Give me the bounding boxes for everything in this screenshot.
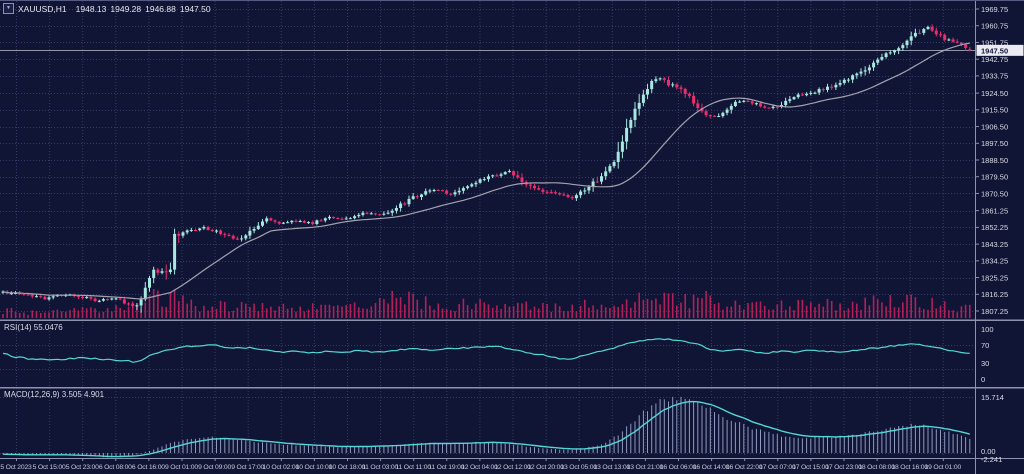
svg-text:1960.75: 1960.75 xyxy=(981,22,1008,31)
svg-text:12 Oct 20:00: 12 Oct 20:00 xyxy=(527,464,564,471)
svg-text:1879.50: 1879.50 xyxy=(981,173,1008,182)
svg-text:70: 70 xyxy=(981,341,989,350)
svg-text:1942.75: 1942.75 xyxy=(981,55,1008,64)
svg-text:1834.25: 1834.25 xyxy=(981,257,1008,266)
svg-text:13 Oct 21:00: 13 Oct 21:00 xyxy=(627,464,664,471)
volume-bars xyxy=(2,289,971,318)
symbol-timeframe: XAUUSD,H1 xyxy=(18,3,67,14)
bar-open: 1948.13 xyxy=(75,3,107,14)
svg-text:1915.50: 1915.50 xyxy=(981,106,1008,115)
svg-text:1825.25: 1825.25 xyxy=(981,273,1008,282)
svg-text:17 Oct 15:00: 17 Oct 15:00 xyxy=(792,464,829,471)
svg-text:1807.25: 1807.25 xyxy=(981,307,1008,316)
svg-text:1861.25: 1861.25 xyxy=(981,206,1008,215)
svg-text:1951.75: 1951.75 xyxy=(981,38,1008,47)
svg-text:1906.50: 1906.50 xyxy=(981,122,1008,131)
price-axis[interactable]: 1969.75 1960.75 1951.75 1942.75 1933.75 1924.… xyxy=(975,5,1024,464)
symbol-marker-icon[interactable]: ▼ xyxy=(3,3,14,14)
bar-high: 1949.28 xyxy=(110,3,142,14)
svg-text:18 Oct 16:00: 18 Oct 16:00 xyxy=(891,464,928,471)
svg-text:10 Oct 02:00: 10 Oct 02:00 xyxy=(263,464,300,471)
bar-close: 1947.50 xyxy=(179,3,211,14)
chart-title: ▼ XAUUSD,H1 1948.13 1949.28 1946.88 1947… xyxy=(3,3,211,14)
svg-text:5 Oct 15:00: 5 Oct 15:00 xyxy=(33,464,66,471)
svg-text:12 Oct 04:00: 12 Oct 04:00 xyxy=(461,464,498,471)
svg-text:-2.241: -2.241 xyxy=(981,455,1002,464)
svg-text:16 Oct 06:00: 16 Oct 06:00 xyxy=(660,464,697,471)
macd-pane[interactable] xyxy=(2,396,971,458)
time-axis[interactable]: 5 Oct 2023 5 Oct 15:00 5 Oct 23:00 6 Oct 08… xyxy=(0,458,962,471)
svg-text:1969.75: 1969.75 xyxy=(981,5,1008,14)
svg-text:1816.25: 1816.25 xyxy=(981,290,1008,299)
svg-text:1933.75: 1933.75 xyxy=(981,72,1008,81)
svg-text:1870.50: 1870.50 xyxy=(981,189,1008,198)
svg-text:15.714: 15.714 xyxy=(981,393,1004,402)
svg-text:17 Oct 07:00: 17 Oct 07:00 xyxy=(759,464,796,471)
svg-text:0.00: 0.00 xyxy=(981,447,996,456)
svg-text:13 Oct 05:00: 13 Oct 05:00 xyxy=(560,464,597,471)
svg-text:11 Oct 11:00: 11 Oct 11:00 xyxy=(395,464,431,471)
svg-text:1843.25: 1843.25 xyxy=(981,240,1008,249)
macd-indicator-label: MACD(12,26,9) 3.505 4.901 xyxy=(4,390,105,399)
svg-text:19 Oct 01:00: 19 Oct 01:00 xyxy=(925,464,962,471)
svg-text:1852.25: 1852.25 xyxy=(981,223,1008,232)
svg-text:1924.50: 1924.50 xyxy=(981,89,1008,98)
svg-text:9 Oct 09:00: 9 Oct 09:00 xyxy=(198,464,231,471)
svg-text:11 Oct 03:00: 11 Oct 03:00 xyxy=(362,464,398,471)
svg-text:11 Oct 19:00: 11 Oct 19:00 xyxy=(428,464,464,471)
svg-text:30: 30 xyxy=(981,359,989,368)
svg-text:10 Oct 18:00: 10 Oct 18:00 xyxy=(329,464,366,471)
svg-text:0: 0 xyxy=(981,375,985,384)
svg-text:16 Oct 14:00: 16 Oct 14:00 xyxy=(693,464,730,471)
moving-average-line xyxy=(2,42,970,300)
svg-text:6 Oct 16:00: 6 Oct 16:00 xyxy=(132,464,165,471)
svg-text:1897.50: 1897.50 xyxy=(981,139,1008,148)
svg-text:13 Oct 13:00: 13 Oct 13:00 xyxy=(594,464,631,471)
svg-text:18 Oct 08:00: 18 Oct 08:00 xyxy=(858,464,895,471)
rsi-pane[interactable] xyxy=(2,338,970,363)
svg-text:16 Oct 22:00: 16 Oct 22:00 xyxy=(726,464,763,471)
svg-text:100: 100 xyxy=(981,325,994,334)
svg-text:17 Oct 23:00: 17 Oct 23:00 xyxy=(825,464,862,471)
candlesticks xyxy=(1,24,972,313)
svg-text:10 Oct 10:00: 10 Oct 10:00 xyxy=(296,464,333,471)
grid xyxy=(0,1,975,457)
svg-text:5 Oct 2023: 5 Oct 2023 xyxy=(0,464,32,471)
svg-text:12 Oct 12:00: 12 Oct 12:00 xyxy=(494,464,531,471)
svg-text:6 Oct 08:00: 6 Oct 08:00 xyxy=(99,464,132,471)
svg-text:5 Oct 23:00: 5 Oct 23:00 xyxy=(66,464,99,471)
svg-text:9 Oct 17:00: 9 Oct 17:00 xyxy=(231,464,264,471)
svg-text:1947.50: 1947.50 xyxy=(981,46,1008,55)
rsi-indicator-label: RSI(14) 55.0476 xyxy=(4,323,63,332)
svg-text:9 Oct 01:00: 9 Oct 01:00 xyxy=(165,464,198,471)
svg-text:1888.50: 1888.50 xyxy=(981,156,1008,165)
bar-low: 1946.88 xyxy=(145,3,176,14)
